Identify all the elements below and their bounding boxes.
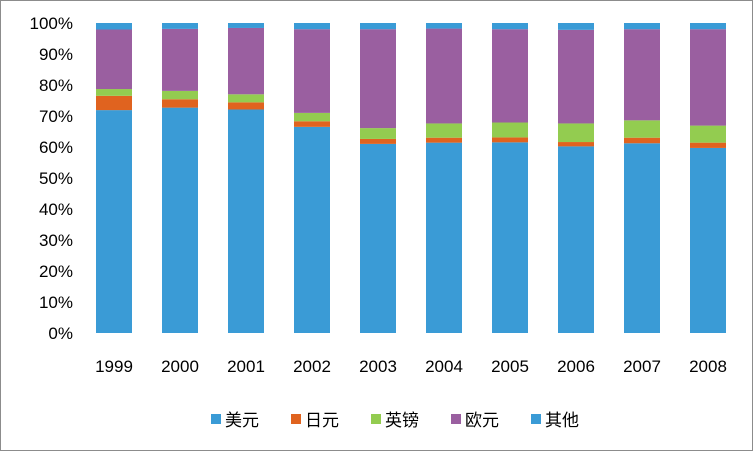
bar-segment-2-2006 <box>558 123 594 143</box>
y-tick-label: 40% <box>39 200 73 219</box>
bar-segment-2-2003 <box>360 128 396 139</box>
y-tick-label: 70% <box>39 107 73 126</box>
bar-segment-0-2005 <box>492 142 528 333</box>
bar-segment-3-2005 <box>492 29 528 123</box>
bar-segment-4-2006 <box>558 23 594 30</box>
x-tick-label: 2004 <box>425 357 463 376</box>
x-tick-label: 2001 <box>227 357 265 376</box>
bar-segment-2-2004 <box>426 123 462 138</box>
bar-segment-3-2008 <box>690 29 726 126</box>
bar-segment-4-2000 <box>162 23 198 29</box>
bar-segment-0-2004 <box>426 142 462 333</box>
bar-segment-3-2007 <box>624 29 660 121</box>
bar-segment-4-2008 <box>690 23 726 30</box>
y-tick-label: 80% <box>39 76 73 95</box>
bar-segment-3-2004 <box>426 28 462 124</box>
bar-segment-3-2001 <box>228 27 264 95</box>
x-tick-label: 2003 <box>359 357 397 376</box>
bar-segment-4-2004 <box>426 23 462 29</box>
bar-segment-0-2003 <box>360 143 396 333</box>
bar-segment-2-2000 <box>162 90 198 100</box>
y-tick-label: 20% <box>39 262 73 281</box>
x-axis: 1999 2000 2001 2002 2003 2004 2005 2006 2007 2008 <box>95 357 727 376</box>
y-tick-label: 30% <box>39 231 73 250</box>
legend-label: 欧元 <box>465 411 499 431</box>
bar-segment-1-2006 <box>558 142 594 147</box>
bar-segment-4-2007 <box>624 23 660 30</box>
y-tick-label: 100% <box>30 14 73 33</box>
legend-swatch <box>451 414 461 424</box>
bar-segment-0-2002 <box>294 126 330 333</box>
legend-swatch <box>211 414 221 424</box>
bar-segment-4-2003 <box>360 23 396 30</box>
bar-segment-3-2003 <box>360 29 396 129</box>
y-tick-label: 0% <box>48 324 73 343</box>
legend-label: 其他 <box>545 411 579 431</box>
bar-segment-2-2007 <box>624 120 660 138</box>
bar-segment-1-2004 <box>426 137 462 143</box>
bar-segment-1-2007 <box>624 137 660 144</box>
legend-swatch <box>291 414 301 424</box>
bar-segment-3-2000 <box>162 28 198 91</box>
bar-segment-1-1999 <box>96 95 132 111</box>
bar-segment-4-1999 <box>96 23 132 30</box>
x-tick-label: 2007 <box>623 357 661 376</box>
bar-segment-1-2003 <box>360 138 396 144</box>
bar-segment-3-2006 <box>558 29 594 124</box>
x-tick-label: 1999 <box>95 357 133 376</box>
bar-segment-0-2006 <box>558 146 594 333</box>
bar-segment-1-2005 <box>492 137 528 143</box>
bar-segment-1-2001 <box>228 102 264 110</box>
x-tick-label: 2002 <box>293 357 331 376</box>
bar-segment-4-2001 <box>228 23 264 28</box>
legend: 美元 日元 英镑 欧元 其他 <box>211 411 579 431</box>
bar-segment-1-2002 <box>294 121 330 127</box>
bar-segment-0-1999 <box>96 110 132 333</box>
y-tick-label: 90% <box>39 45 73 64</box>
bar-segment-2-2005 <box>492 122 528 138</box>
bar-segment-0-2007 <box>624 143 660 333</box>
y-tick-label: 60% <box>39 138 73 157</box>
bar-segment-2-2001 <box>228 94 264 103</box>
bar-segment-4-2002 <box>294 23 330 30</box>
legend-label: 日元 <box>305 411 339 431</box>
bar-segment-0-2001 <box>228 109 264 334</box>
bar-segment-4-2005 <box>492 23 528 30</box>
bar-segment-2-1999 <box>96 89 132 96</box>
bar-segment-2-2002 <box>294 112 330 122</box>
bar-segment-1-2008 <box>690 142 726 148</box>
bar-segment-1-2000 <box>162 99 198 108</box>
y-tick-label: 50% <box>39 169 73 188</box>
legend-swatch <box>371 414 381 424</box>
x-tick-label: 2000 <box>161 357 199 376</box>
bar-segment-3-1999 <box>96 29 132 90</box>
x-tick-label: 2008 <box>689 357 727 376</box>
bar-segment-3-2002 <box>294 29 330 113</box>
bar-segment-2-2008 <box>690 125 726 143</box>
bar-segment-0-2000 <box>162 107 198 333</box>
legend-label: 美元 <box>225 411 259 431</box>
bar-series-group <box>96 23 726 334</box>
legend-swatch <box>531 414 541 424</box>
x-tick-label: 2005 <box>491 357 529 376</box>
bar-segment-0-2008 <box>690 147 726 333</box>
y-axis: 0% 10% 20% 30% 40% 50% 60% 70% 80% 90% 100% <box>30 14 73 343</box>
legend-label: 英镑 <box>385 411 419 431</box>
x-tick-label: 2006 <box>557 357 595 376</box>
y-tick-label: 10% <box>39 293 73 312</box>
